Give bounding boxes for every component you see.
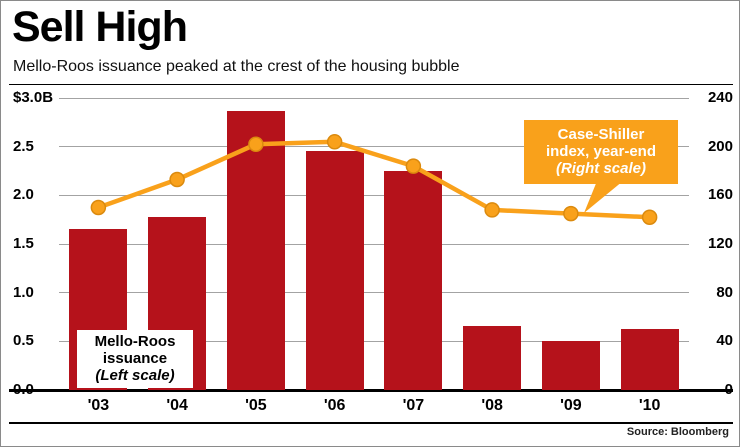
x-axis-label: '09: [560, 397, 582, 414]
header-divider: [9, 84, 733, 85]
x-axis-label: '03: [87, 397, 110, 414]
line-series-callout-line3: (Right scale): [555, 160, 646, 177]
right-axis-tick: 40: [716, 332, 733, 350]
chart-subtitle: Mello-Roos issuance peaked at the crest …: [13, 58, 460, 75]
bar-series-label-line3: (Left scale): [95, 367, 175, 384]
footer-divider: [9, 422, 733, 424]
gridline: [59, 292, 689, 294]
gridline: [59, 243, 689, 245]
right-axis-tick: 120: [707, 235, 733, 252]
x-axis-label: '04: [166, 397, 188, 414]
x-axis-label: '10: [638, 397, 661, 414]
line-series-callout-line1: Case-Shiller: [557, 126, 645, 143]
left-axis-tick: 1.5: [13, 235, 34, 252]
gridline: [59, 97, 689, 99]
right-axis-tick: 160: [707, 186, 733, 204]
right-axis-tick: 240: [707, 89, 733, 106]
left-axis-tick: 0.0: [13, 381, 34, 398]
bar-series-label: Mello-Roos issuance (Left scale): [77, 330, 193, 388]
left-axis-tick: 1.0: [13, 283, 34, 301]
left-axis-tick: 0.5: [13, 332, 34, 350]
source-credit: Source: Bloomberg: [626, 426, 729, 438]
gridline: [59, 340, 689, 342]
right-axis-tick: 0: [724, 381, 733, 398]
line-series-callout: Case-Shiller index, year-end (Right scal…: [524, 120, 678, 184]
x-axis-label: '06: [323, 397, 346, 414]
x-axis-label: '08: [481, 397, 503, 414]
bar-10: [620, 328, 679, 390]
bar-05: [226, 110, 285, 390]
bar-series-label-line2: issuance: [102, 350, 168, 367]
line-series-callout-line2: index, year-end: [545, 143, 657, 160]
left-axis-tick: $3.0B: [13, 89, 54, 106]
bar-08: [463, 325, 522, 390]
left-axis-tick: 2.5: [13, 137, 34, 155]
x-axis-label: '05: [245, 397, 267, 414]
right-axis-tick: 200: [707, 137, 733, 155]
x-axis-label: '07: [402, 397, 425, 414]
bar-series-label-line1: Mello-Roos: [94, 333, 176, 350]
page-title: Sell High: [12, 3, 188, 51]
left-axis-tick: 2.0: [13, 186, 34, 204]
x-axis-line: [9, 388, 733, 392]
bar-06: [305, 150, 364, 390]
bar-09: [541, 341, 600, 390]
right-axis-tick: 80: [716, 283, 733, 301]
bar-07: [384, 171, 443, 390]
gridline: [59, 194, 689, 196]
